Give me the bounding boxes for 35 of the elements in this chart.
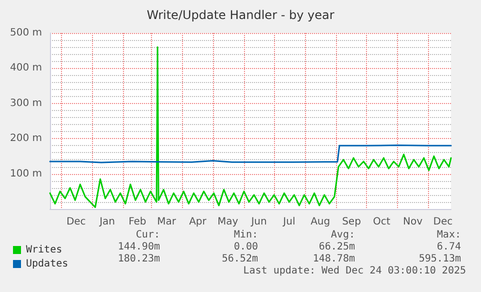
text: Avg: <box>330 230 355 240</box>
chart-title: Write/Update Handler - by year <box>146 8 334 22</box>
x-tick-label: Feb <box>128 216 146 228</box>
x-tick-label: Dec <box>433 216 453 228</box>
text: Min: <box>234 230 258 240</box>
x-tick-label: Apr <box>189 216 208 228</box>
y-tick-label: 200 m <box>10 133 42 144</box>
x-tick-label: Aug <box>310 216 330 228</box>
text: 0.00 <box>234 242 258 252</box>
text: 144.90m <box>118 242 160 252</box>
x-tick-label: Jan <box>98 216 115 228</box>
x-tick-label: Mar <box>157 216 177 228</box>
x-tick-label: Dec <box>66 216 86 228</box>
text: Cur: <box>136 230 160 240</box>
x-tick-label: Jul <box>282 216 296 228</box>
text: 180.23m <box>118 254 160 264</box>
legend-label: Writes <box>26 244 62 256</box>
x-tick-label: May <box>218 216 238 228</box>
text: 56.52m <box>222 254 258 264</box>
y-tick-label: 300 m <box>10 98 42 109</box>
text: Last update: Wed Dec 24 03:00:10 2025 <box>243 266 466 276</box>
text: 6.74 <box>436 242 461 252</box>
text: Max: <box>436 230 461 240</box>
x-tick-label: Sep <box>342 216 361 228</box>
y-tick-label: 500 m <box>10 28 42 38</box>
x-tick-label: Nov <box>403 216 423 228</box>
x-tick-label: Jun <box>250 216 267 228</box>
y-tick-label: 400 m <box>10 62 42 74</box>
text: 595.13m <box>418 254 461 264</box>
text: 148.78m <box>312 254 355 264</box>
x-tick-label: Oct <box>373 216 390 228</box>
line-series <box>49 144 452 164</box>
text: 66.25m <box>318 242 355 252</box>
y-tick-label: 100 m <box>10 168 42 180</box>
legend-label: Updates <box>26 258 68 270</box>
